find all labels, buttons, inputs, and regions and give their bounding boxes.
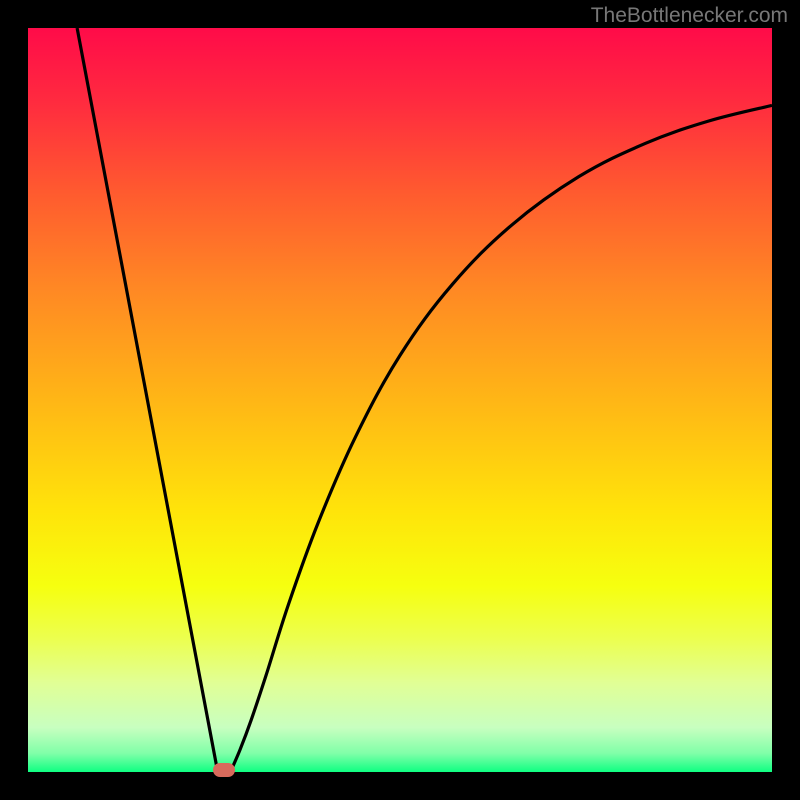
- plot-area: [28, 28, 772, 772]
- watermark-text: TheBottlenecker.com: [591, 4, 788, 28]
- chart-container: TheBottlenecker.com: [0, 0, 800, 800]
- bottleneck-curve: [77, 28, 772, 772]
- recommended-marker: [213, 763, 235, 777]
- curve-overlay: [28, 28, 772, 772]
